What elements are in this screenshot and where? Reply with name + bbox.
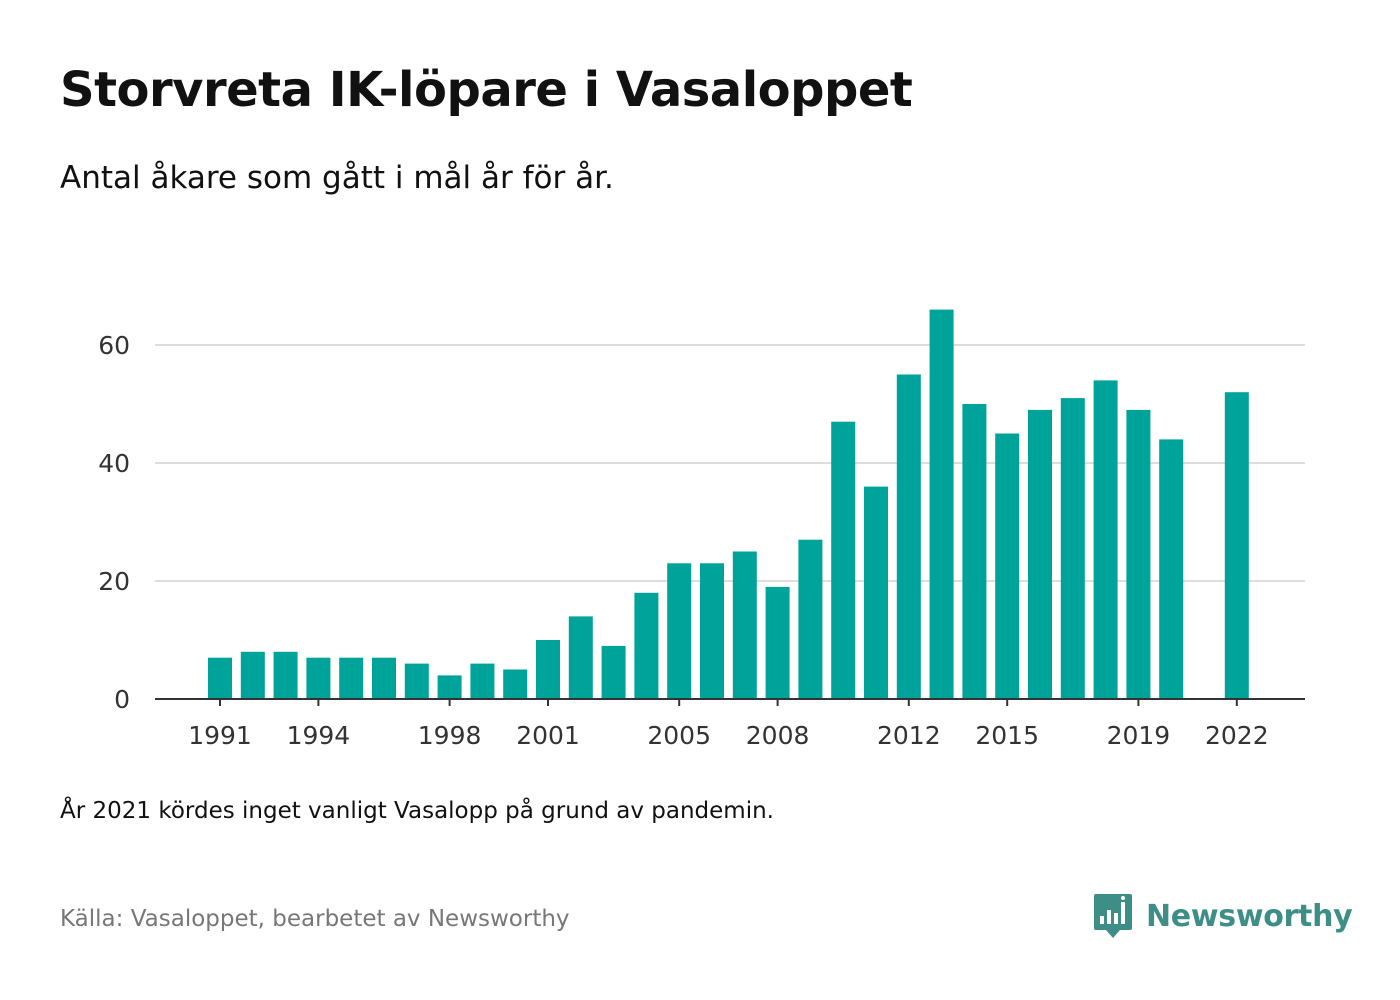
bar — [273, 651, 298, 699]
bar — [601, 645, 626, 699]
x-tick-label: 1991 — [188, 721, 252, 750]
brand-logo: Newsworthy — [1092, 892, 1353, 940]
source-credit: Källa: Vasaloppet, bearbetet av Newswort… — [60, 906, 570, 932]
bar — [306, 657, 331, 699]
bar-chart: 0 20 40 60 1991 1994 1998 2001 2005 2008 2012 2015 2… — [98, 309, 1305, 750]
bar — [667, 563, 692, 699]
x-axis — [155, 698, 1305, 706]
bar — [568, 616, 593, 699]
y-tick-label: 40 — [98, 449, 130, 478]
bars — [208, 309, 1249, 699]
bar — [700, 563, 724, 699]
chart-title: Storvreta IK-löpare i Vasaloppet — [60, 62, 913, 118]
bar — [634, 592, 659, 699]
bar — [864, 486, 888, 699]
x-tick-label: 2019 — [1107, 721, 1171, 750]
x-tick-label: 2001 — [516, 721, 580, 750]
x-tick-label: 2015 — [975, 721, 1039, 750]
bar — [831, 421, 856, 699]
x-tick-label: 2022 — [1205, 721, 1269, 750]
newsworthy-logo-icon — [1094, 894, 1132, 938]
x-tick-label: 2012 — [877, 721, 941, 750]
bar — [1224, 392, 1249, 699]
bar — [1126, 409, 1151, 699]
bar — [732, 551, 757, 699]
bar — [929, 309, 954, 699]
bar — [437, 675, 462, 699]
bar — [962, 404, 987, 699]
y-tick-label: 20 — [98, 567, 130, 596]
y-tick-label: 60 — [98, 331, 130, 360]
bar — [240, 651, 265, 699]
bar — [208, 657, 232, 699]
bar — [1028, 409, 1052, 699]
x-tick-label: 2008 — [746, 721, 810, 750]
x-tick-label: 2005 — [647, 721, 711, 750]
bar — [372, 657, 396, 699]
bar — [798, 539, 823, 699]
bar — [470, 663, 495, 699]
brand-name: Newsworthy — [1146, 898, 1353, 934]
bar — [1159, 439, 1184, 699]
bar — [995, 433, 1020, 699]
bar — [1060, 398, 1085, 699]
tick-labels: 0 20 40 60 1991 1994 1998 2001 2005 2008 2012 2015 2… — [98, 331, 1268, 750]
y-tick-label: 0 — [114, 685, 130, 714]
bar — [339, 657, 364, 699]
bar — [536, 640, 560, 699]
bar — [1093, 380, 1118, 699]
x-tick-label: 1994 — [287, 721, 351, 750]
x-tick-label: 1998 — [418, 721, 482, 750]
bar — [765, 586, 790, 699]
chart-note: År 2021 kördes inget vanligt Vasalopp på… — [60, 798, 774, 824]
chart-subtitle: Antal åkare som gått i mål år för år. — [60, 160, 614, 196]
bar — [404, 663, 429, 699]
bar — [503, 669, 528, 699]
bar — [896, 374, 921, 699]
